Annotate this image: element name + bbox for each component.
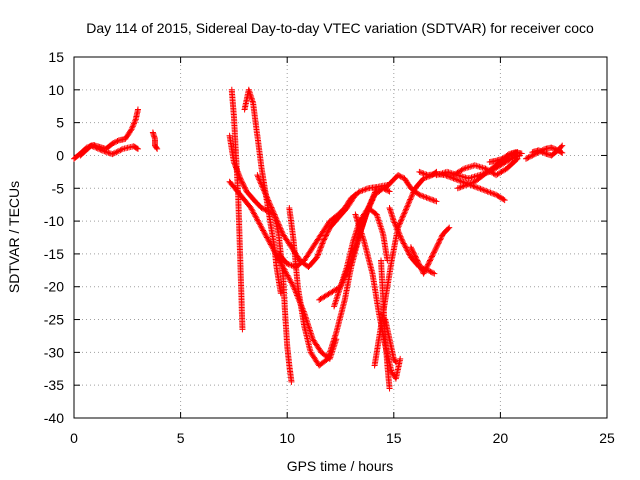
marker-path: [407, 224, 453, 277]
series-arc-16: [382, 316, 399, 366]
y-tick-label: 10: [48, 82, 64, 98]
axis-ticks: 15 10 5 0 -5 -10 -15 -20 -25 -30 -35 -40 0 5 10 15 20 25: [44, 49, 615, 446]
x-axis-label: GPS time / hours: [287, 458, 394, 474]
x-tick-label: 10: [279, 430, 295, 446]
series-arc-24: [486, 149, 525, 165]
marker-path: [275, 181, 391, 270]
x-tick-label: 5: [177, 430, 185, 446]
y-tick-label: -10: [44, 213, 64, 229]
series-arc-3: [149, 129, 161, 152]
series-arc-19: [407, 224, 453, 277]
x-tick-label: 25: [599, 430, 615, 446]
y-tick-label: -15: [44, 246, 64, 262]
x-tick-label: 15: [386, 430, 402, 446]
marker-path: [382, 316, 399, 366]
series-arc-2: [77, 142, 141, 159]
y-tick-label: -35: [44, 377, 64, 393]
marker-path: [529, 142, 566, 159]
y-tick-label: -25: [44, 312, 64, 328]
y-tick-label: 5: [56, 115, 64, 131]
plot-frame: [73, 56, 608, 419]
series-arc-22: [450, 155, 521, 179]
series-arc-12: [331, 205, 391, 310]
data-points: [71, 86, 566, 392]
marker-path: [450, 155, 521, 179]
marker-path: [149, 129, 161, 152]
marker-path: [331, 205, 391, 310]
series-arc-18: [382, 172, 440, 205]
y-tick-label: -20: [44, 279, 64, 295]
marker-path: [486, 149, 525, 165]
chart-title: Day 114 of 2015, Sidereal Day-to-day VTE…: [86, 20, 594, 36]
series-arc-26: [529, 142, 566, 159]
y-tick-label: -5: [52, 180, 65, 196]
y-tick-label: 0: [56, 147, 64, 163]
marker-path: [378, 257, 393, 392]
y-tick-label: -40: [44, 410, 64, 426]
series-arc-9: [275, 181, 391, 270]
y-axis-label: SDTVAR / TECUs: [6, 181, 22, 293]
x-tick-label: 0: [70, 430, 78, 446]
marker-path: [77, 142, 141, 159]
marker-path: [382, 172, 440, 205]
y-tick-label: 15: [48, 49, 64, 65]
series-arc-15: [378, 257, 393, 392]
y-tick-label: -30: [44, 344, 64, 360]
x-tick-label: 20: [493, 430, 509, 446]
